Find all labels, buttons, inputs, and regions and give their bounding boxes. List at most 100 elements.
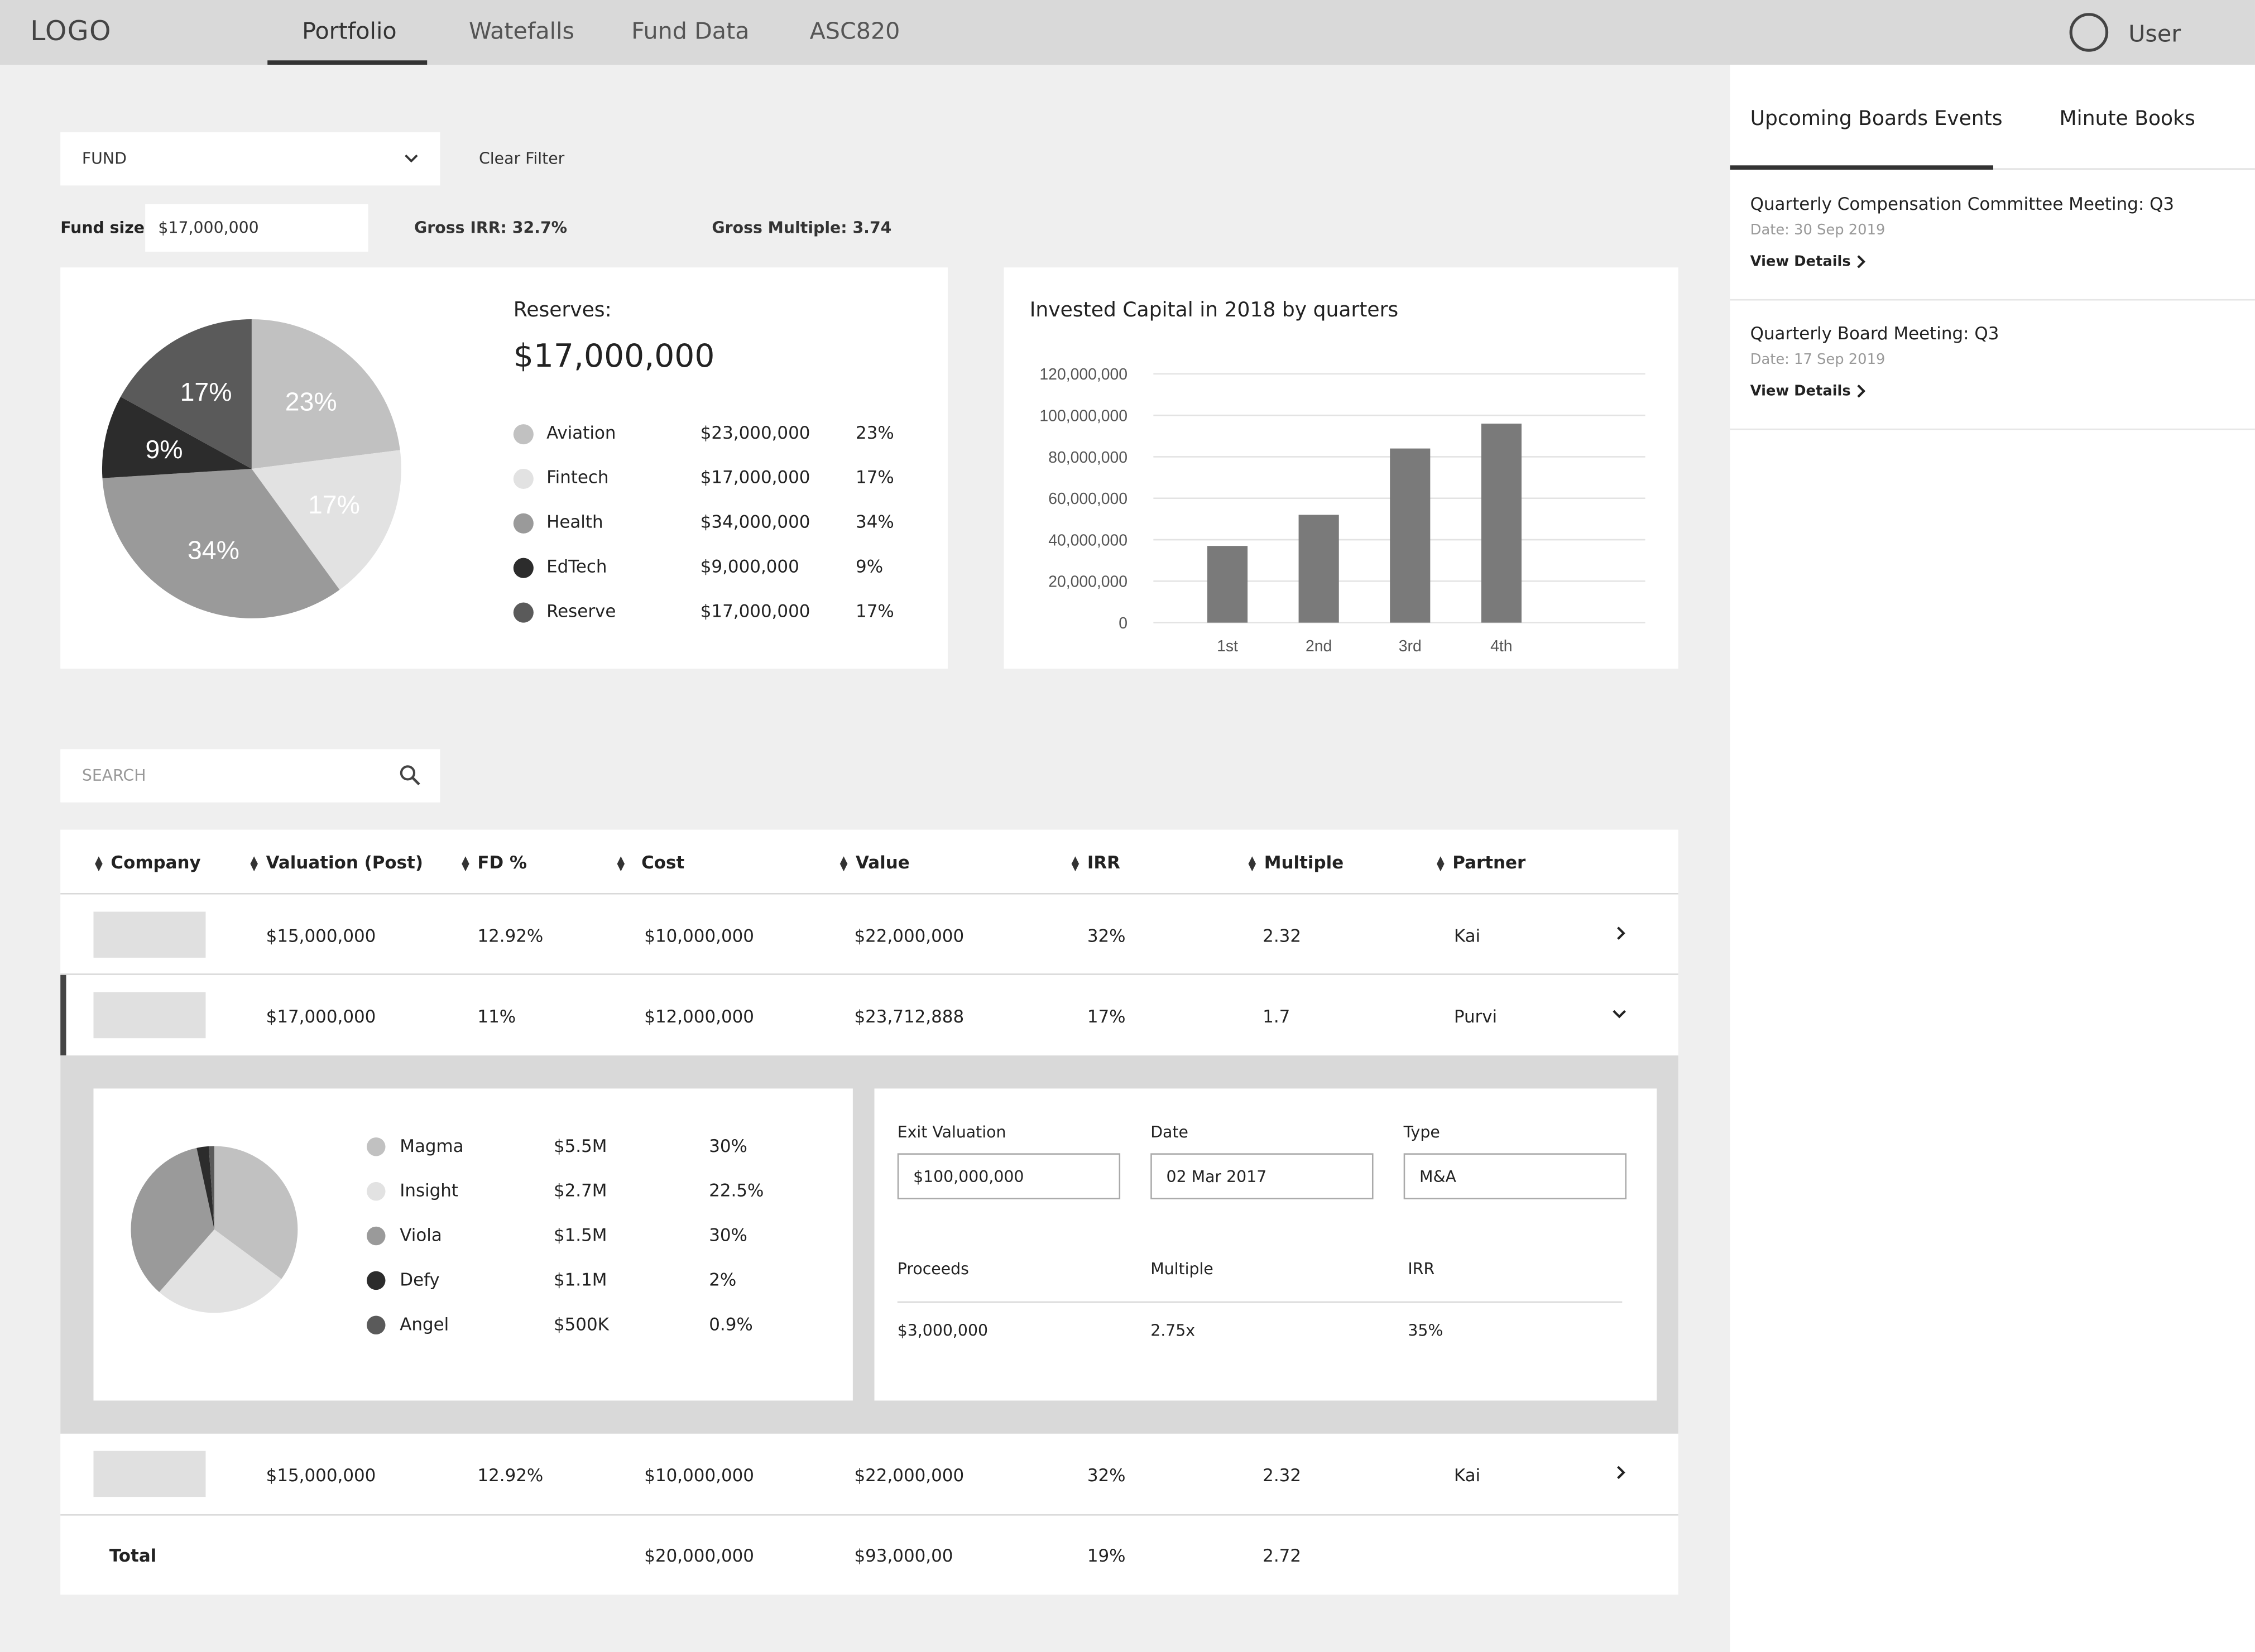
cell-multiple: 2.32 xyxy=(1263,926,1302,947)
header-label: Cost xyxy=(641,852,685,873)
multiple-value: 2.75x xyxy=(1150,1321,1196,1341)
investor-name: Magma xyxy=(400,1136,464,1156)
tab-fund-data[interactable]: Fund Data xyxy=(631,17,750,45)
portfolio-table: ▲ ▼ Company ▲ ▼ Valuation (Post) ▲ ▼ FD % ▲ ▼ Co… xyxy=(60,829,1678,1595)
reserves-legend-item: Health $34,000,000 34% xyxy=(513,509,945,538)
tab-waterfalls[interactable]: Watefalls xyxy=(468,17,575,45)
cell-value: $23,712,888 xyxy=(854,1006,965,1027)
invested-capital-bar-chart: 0 20,000,000 40,000,000 60,000,000 80,000,00… xyxy=(1039,366,1645,655)
cell-irr: 17% xyxy=(1087,1006,1126,1027)
y-tick-label: 120,000,000 xyxy=(1039,366,1128,383)
investor-percent: 22.5% xyxy=(709,1180,764,1201)
reserves-amount: $17,000,000 xyxy=(513,339,715,376)
table-row[interactable]: $17,000,000 11% $12,000,000 $23,712,888 … xyxy=(60,975,1678,1055)
legend-percent: 17% xyxy=(856,601,894,622)
top-nav-bar: LOGO Portfolio Watefalls Fund Data ASC82… xyxy=(0,0,2255,65)
pie-slice-label: 17% xyxy=(180,377,232,406)
tab-upcoming-board-events[interactable]: Upcoming Boards Events xyxy=(1750,108,2003,131)
column-header-partner[interactable]: ▲ ▼ Partner xyxy=(1437,853,1525,873)
column-header-cost[interactable]: ▲ ▼ Cost xyxy=(617,853,684,873)
pie-slice xyxy=(196,1146,214,1230)
date-label: Date xyxy=(1150,1123,1188,1142)
tab-minute-books[interactable]: Minute Books xyxy=(2059,108,2195,131)
legend-percent: 34% xyxy=(856,512,894,532)
bar xyxy=(1207,546,1248,623)
board-events-panel: Upcoming Boards Events Minute Books Quar… xyxy=(1730,64,2255,1652)
fund-size-input[interactable]: $17,000,000 xyxy=(145,204,368,252)
pie-slice xyxy=(214,1146,298,1279)
total-irr: 19% xyxy=(1087,1545,1126,1566)
chevron-down-icon[interactable] xyxy=(1611,1007,1628,1021)
expanded-row-details: Magma $5.5M 30% Insight $2.7M 22.5% Viol… xyxy=(60,1055,1678,1434)
sort-icon: ▲ ▼ xyxy=(617,853,625,872)
exit-details-card: Exit Valuation $100,000,000 Date 02 Mar … xyxy=(874,1088,1657,1401)
legend-dot-icon xyxy=(513,424,534,445)
fund-size-label: Fund size: xyxy=(60,218,151,238)
chevron-right-icon[interactable] xyxy=(1614,925,1628,942)
invested-capital-card: Invested Capital in 2018 by quarters 0 20… xyxy=(1004,267,1678,669)
view-details-link[interactable]: View Details xyxy=(1750,384,1868,400)
chevron-right-icon[interactable] xyxy=(1614,1464,1628,1481)
sort-icon: ▲ ▼ xyxy=(250,853,258,872)
cell-value: $22,000,000 xyxy=(854,1465,965,1486)
investor-legend-item: Defy $1.1M 2% xyxy=(367,1267,798,1296)
logo: LOGO xyxy=(30,16,112,48)
bar xyxy=(1298,515,1339,623)
cell-partner: Purvi xyxy=(1453,1006,1498,1027)
table-row[interactable]: $15,000,000 12.92% $10,000,000 $22,000,0… xyxy=(60,1434,1678,1514)
table-row[interactable]: $15,000,000 12.92% $10,000,000 $22,000,0… xyxy=(60,895,1678,975)
type-value: M&A xyxy=(1419,1168,1456,1187)
type-input[interactable]: M&A xyxy=(1403,1153,1627,1199)
column-header-valuation[interactable]: ▲ ▼ Valuation (Post) xyxy=(250,853,423,873)
investor-amount: $500K xyxy=(553,1314,609,1334)
column-header-fd[interactable]: ▲ ▼ FD % xyxy=(462,853,527,873)
exit-valuation-input[interactable]: $100,000,000 xyxy=(897,1153,1121,1199)
cell-multiple: 1.7 xyxy=(1263,1006,1290,1027)
x-tick-label: 2nd xyxy=(1306,637,1332,655)
user-name[interactable]: User xyxy=(2128,20,2181,48)
header-label: Company xyxy=(111,852,201,873)
reserves-legend-item: Reserve $17,000,000 17% xyxy=(513,598,945,627)
clear-filter-button[interactable]: Clear Filter xyxy=(478,149,565,169)
legend-name: Aviation xyxy=(546,422,616,443)
gross-irr: Gross IRR: 32.7% xyxy=(414,218,568,238)
cell-valuation: $17,000,000 xyxy=(266,1006,376,1027)
user-avatar[interactable] xyxy=(2069,13,2109,52)
fund-select-value: FUND xyxy=(81,149,127,169)
investor-name: Defy xyxy=(400,1270,440,1290)
reserves-legend-item: Fintech $17,000,000 17% xyxy=(513,464,945,493)
investor-amount: $5.5M xyxy=(553,1136,607,1156)
legend-name: Health xyxy=(546,512,603,532)
irr-label: IRR xyxy=(1408,1260,1435,1279)
pie-slice xyxy=(102,396,252,478)
sort-icon: ▲ ▼ xyxy=(462,853,469,872)
reserves-legend-item: Aviation $23,000,000 23% xyxy=(513,420,945,449)
sort-icon: ▲ ▼ xyxy=(95,853,103,872)
legend-amount: $9,000,000 xyxy=(700,556,799,577)
type-label: Type xyxy=(1403,1123,1440,1142)
event-date: Date: 17 Sep 2019 xyxy=(1750,352,1885,368)
proceeds-label: Proceeds xyxy=(897,1260,969,1279)
search-icon[interactable] xyxy=(399,763,421,786)
pie-slice-label: 9% xyxy=(145,435,183,464)
column-header-multiple[interactable]: ▲ ▼ Multiple xyxy=(1248,853,1344,873)
column-header-company[interactable]: ▲ ▼ Company xyxy=(95,853,201,873)
tab-asc820[interactable]: ASC820 xyxy=(809,17,900,45)
search-input[interactable]: SEARCH xyxy=(60,749,440,803)
column-header-irr[interactable]: ▲ ▼ IRR xyxy=(1071,853,1120,873)
chevron-right-icon xyxy=(1858,255,1867,268)
column-header-value[interactable]: ▲ ▼ Value xyxy=(840,853,910,873)
date-input[interactable]: 02 Mar 2017 xyxy=(1150,1153,1374,1199)
chart-title: Invested Capital in 2018 by quarters xyxy=(1029,299,1399,323)
tab-portfolio[interactable]: Portfolio xyxy=(302,17,397,45)
fund-select[interactable]: FUND xyxy=(60,132,440,186)
view-details-link[interactable]: View Details xyxy=(1750,254,1868,270)
cell-partner: Kai xyxy=(1453,926,1481,947)
legend-dot-icon xyxy=(367,1182,386,1201)
cell-fd: 12.92% xyxy=(477,1465,544,1486)
cell-valuation: $15,000,000 xyxy=(266,1465,376,1486)
view-details-label: View Details xyxy=(1750,383,1851,400)
cell-cost: $12,000,000 xyxy=(644,1006,754,1027)
divider xyxy=(60,893,1678,895)
active-tab-indicator xyxy=(267,60,428,65)
